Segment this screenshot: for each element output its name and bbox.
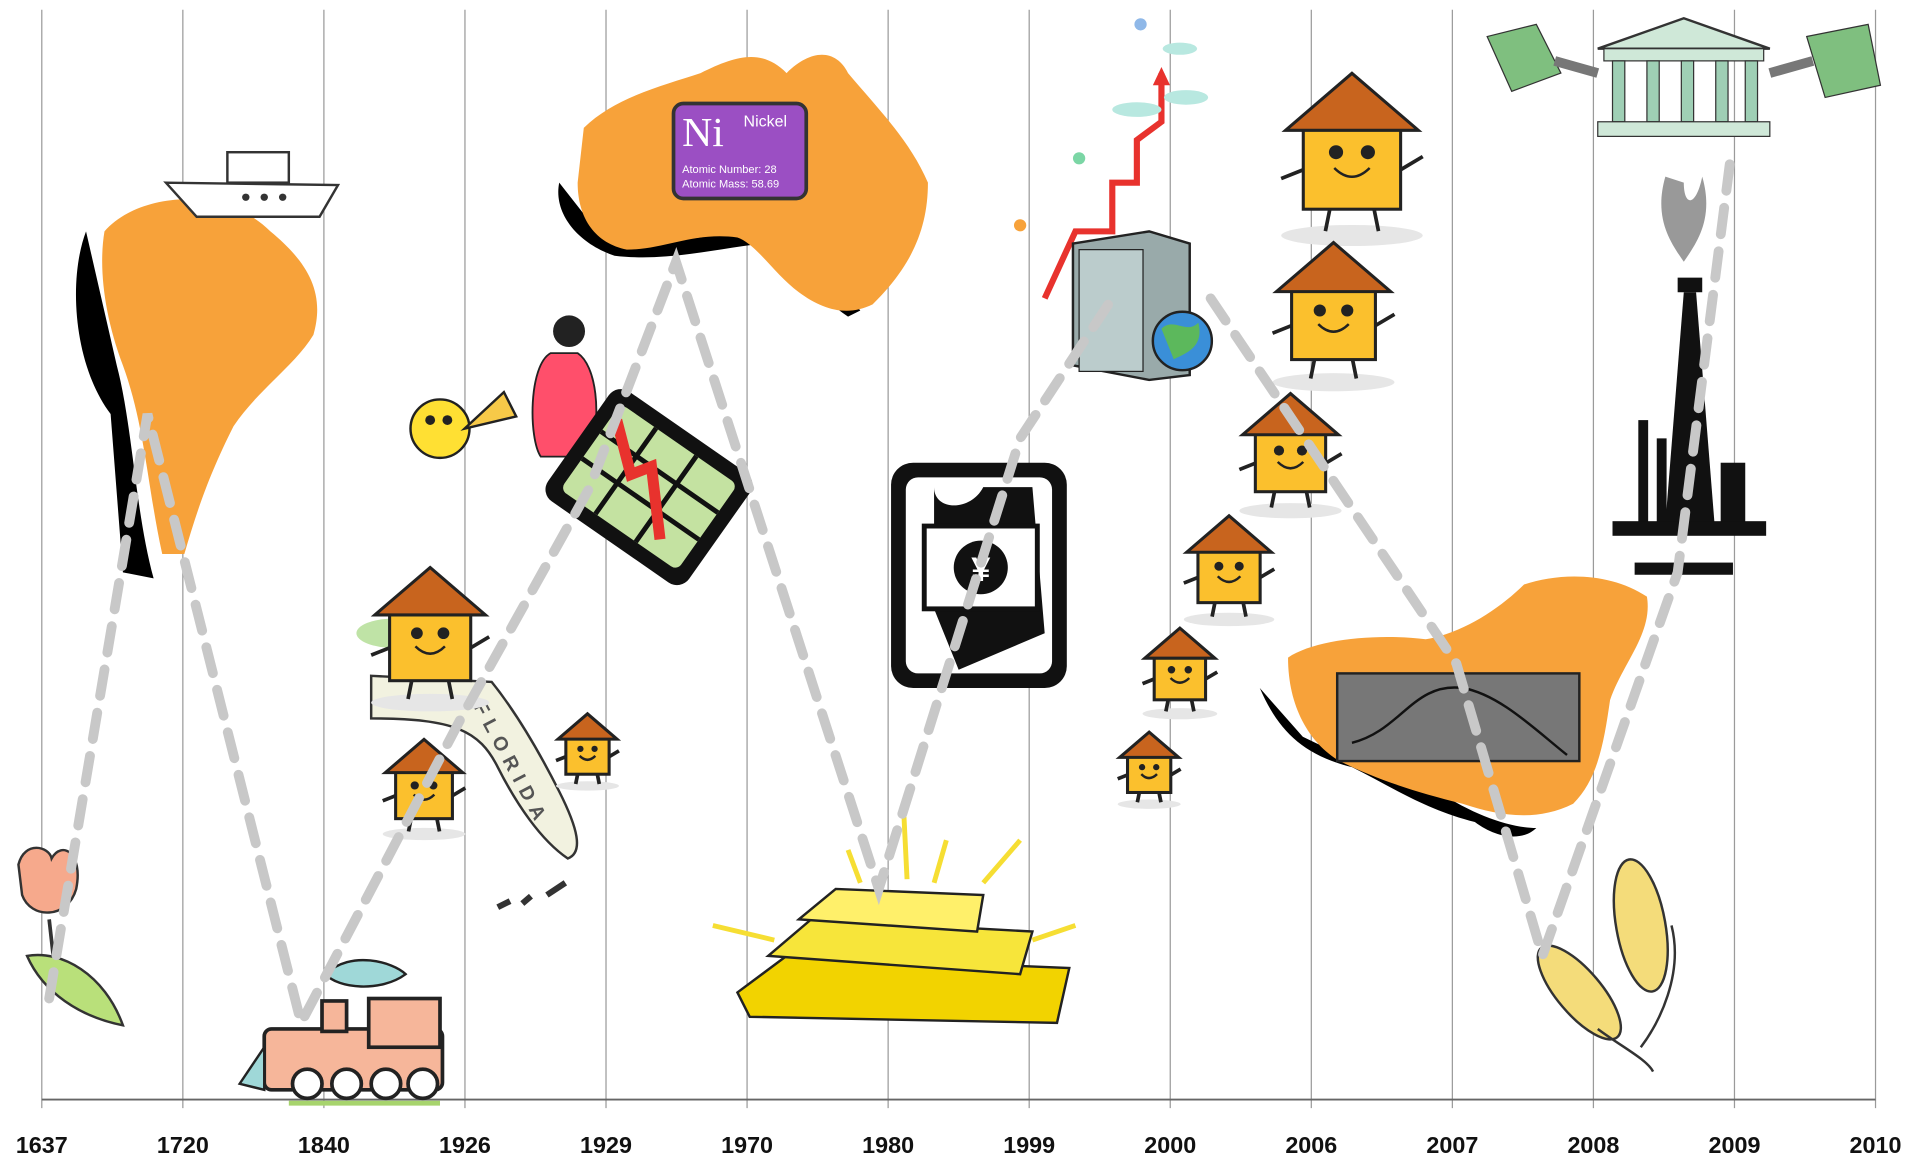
house-eye <box>1314 304 1326 316</box>
house <box>556 714 619 791</box>
house <box>383 739 466 840</box>
house-eye <box>438 627 450 639</box>
house-roof <box>1286 73 1419 130</box>
house-body <box>396 770 453 819</box>
house-body <box>1154 656 1205 700</box>
house-shadow <box>556 781 619 790</box>
year-label: 1840 <box>298 1132 350 1158</box>
year-label: 1929 <box>580 1132 632 1158</box>
flapper <box>411 315 597 457</box>
atomic-mass: Atomic Mass: 58.69 <box>682 179 779 191</box>
house-body <box>1303 126 1400 209</box>
year-label: 2006 <box>1285 1132 1337 1158</box>
house-shadow <box>1143 708 1218 719</box>
house-eye <box>1214 562 1223 571</box>
page: FLORIDA Ni Nickel Atomic Number: 28 Atom… <box>0 0 1921 1169</box>
house-eye <box>1274 445 1284 455</box>
house-eye <box>1235 562 1244 571</box>
house <box>1273 243 1395 392</box>
nickel-tile: Ni Nickel Atomic Number: 28 Atomic Mass:… <box>674 104 807 199</box>
ship <box>166 152 338 217</box>
house-shadow <box>1118 799 1181 808</box>
house-body <box>1292 288 1376 360</box>
house-roof <box>1276 243 1390 292</box>
house <box>1143 628 1218 719</box>
tulip <box>18 848 122 1025</box>
year-label: 1980 <box>862 1132 914 1158</box>
house-eye <box>411 781 419 789</box>
house <box>1281 73 1423 246</box>
house-eye <box>1168 666 1175 673</box>
house-eye <box>1329 145 1343 159</box>
year-label: 1637 <box>16 1132 68 1158</box>
house-body <box>390 611 471 680</box>
house-shadow <box>1184 613 1274 626</box>
house-eye <box>411 627 423 639</box>
house <box>1184 516 1274 626</box>
year-labels: 1637 1720 1840 1926 1929 1970 1980 1999 2000 2006… <box>16 1132 1902 1158</box>
house-body <box>1198 549 1260 602</box>
house-roof <box>375 567 486 614</box>
element-symbol: Ni <box>682 109 724 155</box>
house-roof <box>1145 628 1215 658</box>
train <box>240 960 443 1103</box>
year-label: 2000 <box>1144 1132 1196 1158</box>
house-body <box>566 737 609 774</box>
house-shadow <box>1281 225 1423 246</box>
house-eye <box>1139 764 1145 770</box>
house-eye <box>577 746 583 752</box>
year-label: 2010 <box>1850 1132 1902 1158</box>
year-label: 1999 <box>1003 1132 1055 1158</box>
element-name: Nickel <box>744 114 787 131</box>
house-eye <box>1153 764 1159 770</box>
year-label: 1926 <box>439 1132 491 1158</box>
house-eye <box>1341 304 1353 316</box>
house-eye <box>591 746 597 752</box>
house-body <box>1128 755 1171 792</box>
year-label: 1720 <box>157 1132 209 1158</box>
house <box>1118 732 1181 809</box>
house-eye <box>1185 666 1192 673</box>
bubble-timeline: FLORIDA Ni Nickel Atomic Number: 28 Atom… <box>0 0 1921 1169</box>
house-roof <box>1187 516 1272 552</box>
year-label: 2009 <box>1709 1132 1761 1158</box>
computer <box>1073 231 1212 380</box>
year-label: 2008 <box>1567 1132 1619 1158</box>
house-eye <box>1361 145 1375 159</box>
bank <box>1487 18 1880 136</box>
house-roof <box>558 714 617 739</box>
house-shadow <box>1273 373 1395 391</box>
year-label: 2007 <box>1426 1132 1478 1158</box>
atomic-number: Atomic Number: 28 <box>682 164 777 176</box>
corn <box>1524 855 1676 1071</box>
year-label: 1970 <box>721 1132 773 1158</box>
house-shadow <box>1239 503 1341 518</box>
